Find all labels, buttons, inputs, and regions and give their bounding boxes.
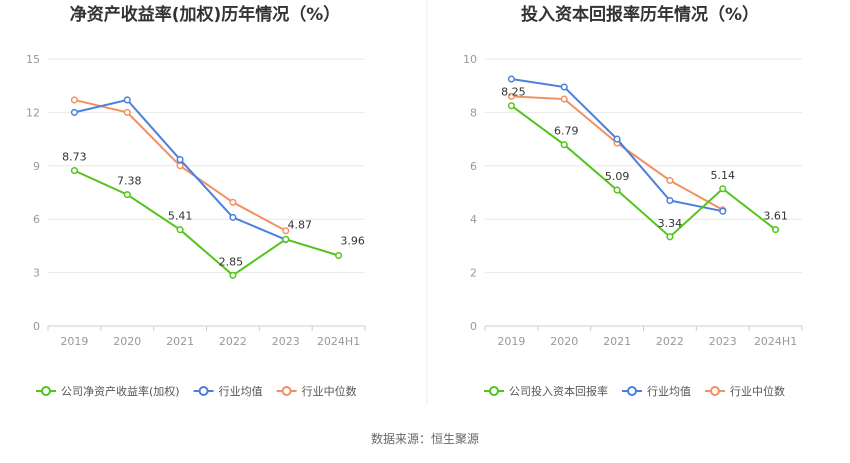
data-point-0-1-3 xyxy=(229,213,237,221)
data-point-0-2-3 xyxy=(229,198,237,206)
y-tick-label-0-4: 12 xyxy=(26,106,40,119)
data-point-1-2-0 xyxy=(507,92,515,100)
data-point-0-2-1 xyxy=(123,108,131,116)
legend-swatch-marker-1-0 xyxy=(489,386,499,396)
x-tick-label-0-5: 2024H1 xyxy=(317,335,360,348)
data-point-1-0-2 xyxy=(613,186,621,194)
legend-label-0-2: 行业中位数 xyxy=(302,384,357,398)
data-point-1-1-0 xyxy=(507,75,515,83)
x-tick-label-0-1: 2020 xyxy=(113,335,141,348)
x-tick-label-1-2: 2021 xyxy=(603,335,631,348)
chart-title-0: 净资产收益率(加权)历年情况（%） xyxy=(70,4,341,25)
x-tick-label-1-4: 2023 xyxy=(709,335,737,348)
x-tick-label-1-3: 2022 xyxy=(656,335,684,348)
data-label-1-3: 3.34 xyxy=(658,217,683,230)
data-point-1-1-3 xyxy=(666,196,674,205)
legend-swatch-marker-0-0 xyxy=(41,386,51,396)
data-point-0-0-1 xyxy=(123,191,131,199)
y-tick-label-1-2: 4 xyxy=(470,213,477,226)
data-label-0-0: 8.73 xyxy=(62,151,87,164)
data-point-1-2-3 xyxy=(666,176,674,185)
data-point-1-1-2 xyxy=(613,135,621,143)
data-label-1-2: 5.09 xyxy=(605,170,630,183)
y-tick-label-0-1: 3 xyxy=(33,267,40,280)
data-point-0-2-4 xyxy=(282,227,290,235)
data-point-0-2-2 xyxy=(176,162,184,170)
data-label-1-0: 8.25 xyxy=(501,86,526,99)
data-label-1-1: 6.79 xyxy=(554,125,579,138)
series-line-0-0 xyxy=(74,169,339,277)
data-point-1-1-1 xyxy=(560,83,568,91)
x-tick-label-0-0: 2019 xyxy=(60,335,88,348)
y-tick-label-1-0: 0 xyxy=(470,320,477,333)
legend-label-0-0: 公司净资产收益率(加权) xyxy=(61,384,180,398)
y-tick-label-1-5: 10 xyxy=(463,53,477,66)
data-label-0-1: 7.38 xyxy=(117,175,142,188)
legend-label-0-1: 行业均值 xyxy=(219,385,263,398)
chart-title-1: 投入资本回报率历年情况（%） xyxy=(521,4,759,25)
y-tick-label-0-0: 0 xyxy=(33,320,40,333)
legend-label-1-2: 行业中位数 xyxy=(730,384,785,398)
data-point-0-2-0 xyxy=(70,96,78,104)
x-tick-label-1-0: 2019 xyxy=(497,335,525,348)
data-label-1-4: 5.14 xyxy=(711,169,736,182)
legend-swatch-marker-1-2 xyxy=(710,386,720,396)
legend-label-1-1: 行业均值 xyxy=(647,385,691,398)
x-tick-label-0-3: 2022 xyxy=(219,335,247,348)
data-point-1-0-1 xyxy=(560,141,568,149)
data-label-0-4: 4.87 xyxy=(288,218,313,231)
y-tick-label-1-1: 2 xyxy=(470,267,477,280)
data-point-1-0-0 xyxy=(507,102,515,110)
data-point-0-1-1 xyxy=(123,96,131,104)
data-point-0-1-2 xyxy=(176,156,184,164)
data-point-1-0-4 xyxy=(719,185,727,193)
legend-swatch-marker-0-1 xyxy=(198,386,209,396)
data-point-0-1-0 xyxy=(70,108,78,116)
legend-swatch-marker-0-2 xyxy=(281,386,292,396)
x-tick-label-1-5: 2024H1 xyxy=(754,335,797,348)
data-point-0-0-5 xyxy=(335,251,343,260)
data-point-0-0-2 xyxy=(176,226,184,234)
data-point-1-2-1 xyxy=(560,95,568,103)
data-label-0-3: 2.85 xyxy=(219,255,244,268)
data-point-1-1-4 xyxy=(719,207,727,215)
data-source-footer: 数据来源：恒生聚源 xyxy=(371,431,479,446)
y-tick-label-0-3: 9 xyxy=(33,160,40,173)
y-tick-label-0-5: 15 xyxy=(26,53,40,66)
data-label-1-5: 3.61 xyxy=(763,210,788,223)
y-tick-label-1-4: 8 xyxy=(470,106,477,119)
y-tick-label-0-2: 6 xyxy=(33,213,40,226)
data-point-0-0-0 xyxy=(70,167,78,175)
x-tick-label-0-4: 2023 xyxy=(272,335,300,348)
data-point-0-0-3 xyxy=(229,271,237,279)
data-point-0-0-4 xyxy=(282,235,290,243)
legend-label-1-0: 公司投入资本回报率 xyxy=(509,384,608,398)
series-line-1-0 xyxy=(510,104,777,239)
data-point-1-0-5 xyxy=(772,226,780,234)
legend-swatch-marker-1-1 xyxy=(627,386,637,396)
y-tick-label-1-3: 6 xyxy=(470,160,477,173)
data-label-0-5: 3.96 xyxy=(340,235,365,248)
data-label-0-2: 5.41 xyxy=(168,210,193,223)
x-tick-label-1-1: 2020 xyxy=(550,335,578,348)
data-point-1-0-3 xyxy=(666,233,674,241)
x-tick-label-0-2: 2021 xyxy=(166,335,194,348)
